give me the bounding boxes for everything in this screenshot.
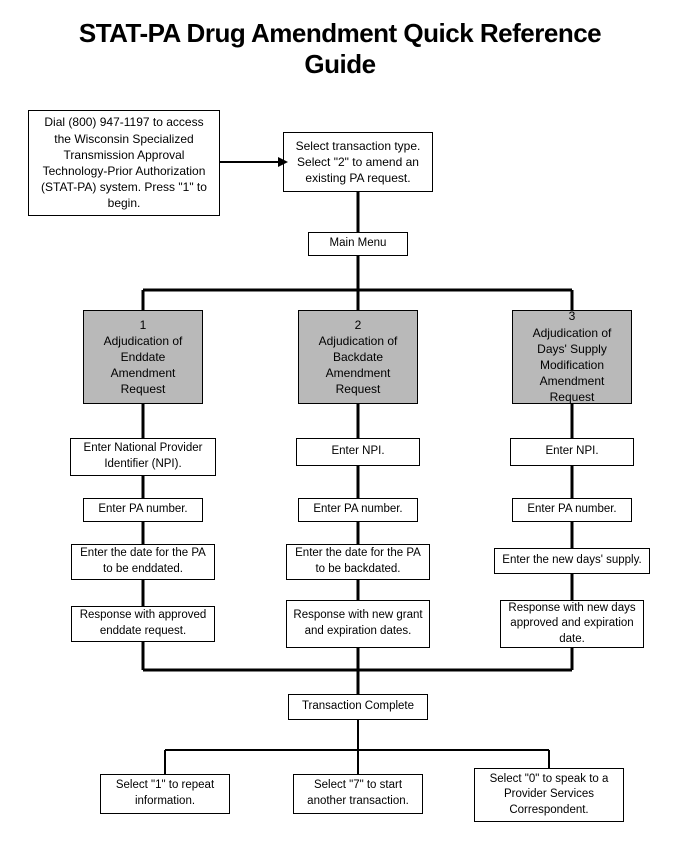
- box-col1-head: 1 Adjudication of Enddate Amendment Requ…: [83, 310, 203, 404]
- box-end-0: Select "0" to speak to a Provider Servic…: [474, 768, 624, 822]
- box-col1-b: Enter PA number.: [83, 498, 203, 522]
- box-col3-d: Response with new days approved and expi…: [500, 600, 644, 648]
- box-main-menu: Main Menu: [308, 232, 408, 256]
- box-select-txn-text: Select transaction type. Select "2" to a…: [292, 138, 424, 187]
- col2-d-text: Response with new grant and expiration d…: [293, 608, 423, 639]
- box-main-menu-text: Main Menu: [330, 236, 387, 252]
- box-col3-b: Enter PA number.: [512, 498, 632, 522]
- box-dial: Dial (800) 947-1197 to access the Wiscon…: [28, 110, 220, 216]
- col2-a-text: Enter NPI.: [331, 444, 384, 460]
- box-col1-d: Response with approved enddate request.: [71, 606, 215, 642]
- box-col1-a: Enter National Provider Identifier (NPI)…: [70, 438, 216, 476]
- end-7-text: Select "7" to start another transaction.: [300, 778, 416, 809]
- box-col2-head: 2 Adjudication of Backdate Amendment Req…: [298, 310, 418, 404]
- end-1-text: Select "1" to repeat information.: [107, 778, 223, 809]
- box-col3-c: Enter the new days' supply.: [494, 548, 650, 574]
- box-end-1: Select "1" to repeat information.: [100, 774, 230, 814]
- page-title: STAT-PA Drug Amendment Quick Reference G…: [0, 0, 680, 90]
- box-col2-c: Enter the date for the PA to be backdate…: [286, 544, 430, 580]
- col3-d-text: Response with new days approved and expi…: [507, 601, 637, 648]
- col1-b-text: Enter PA number.: [98, 502, 187, 518]
- box-col1-c: Enter the date for the PA to be enddated…: [71, 544, 215, 580]
- col3-a-text: Enter NPI.: [545, 444, 598, 460]
- col2-head-text: Adjudication of Backdate Amendment Reque…: [307, 333, 409, 398]
- col1-head-num: 1: [140, 317, 147, 333]
- box-col3-head: 3 Adjudication of Days' Supply Modificat…: [512, 310, 632, 404]
- box-col2-d: Response with new grant and expiration d…: [286, 600, 430, 648]
- col1-head-text: Adjudication of Enddate Amendment Reques…: [92, 333, 194, 398]
- txn-complete-text: Transaction Complete: [302, 699, 414, 715]
- col3-head-num: 3: [569, 308, 576, 324]
- col1-c-text: Enter the date for the PA to be enddated…: [78, 546, 208, 577]
- box-col2-b: Enter PA number.: [298, 498, 418, 522]
- col3-c-text: Enter the new days' supply.: [502, 553, 641, 569]
- col1-d-text: Response with approved enddate request.: [78, 608, 208, 639]
- box-col3-a: Enter NPI.: [510, 438, 634, 466]
- box-col2-a: Enter NPI.: [296, 438, 420, 466]
- end-0-text: Select "0" to speak to a Provider Servic…: [481, 772, 617, 819]
- box-end-7: Select "7" to start another transaction.: [293, 774, 423, 814]
- box-select-txn: Select transaction type. Select "2" to a…: [283, 132, 433, 192]
- col3-head-text: Adjudication of Days' Supply Modificatio…: [521, 325, 623, 406]
- col2-head-num: 2: [355, 317, 362, 333]
- col1-a-text: Enter National Provider Identifier (NPI)…: [77, 441, 209, 472]
- box-txn-complete: Transaction Complete: [288, 694, 428, 720]
- box-dial-text: Dial (800) 947-1197 to access the Wiscon…: [37, 114, 211, 211]
- col2-b-text: Enter PA number.: [313, 502, 402, 518]
- col3-b-text: Enter PA number.: [527, 502, 616, 518]
- col2-c-text: Enter the date for the PA to be backdate…: [293, 546, 423, 577]
